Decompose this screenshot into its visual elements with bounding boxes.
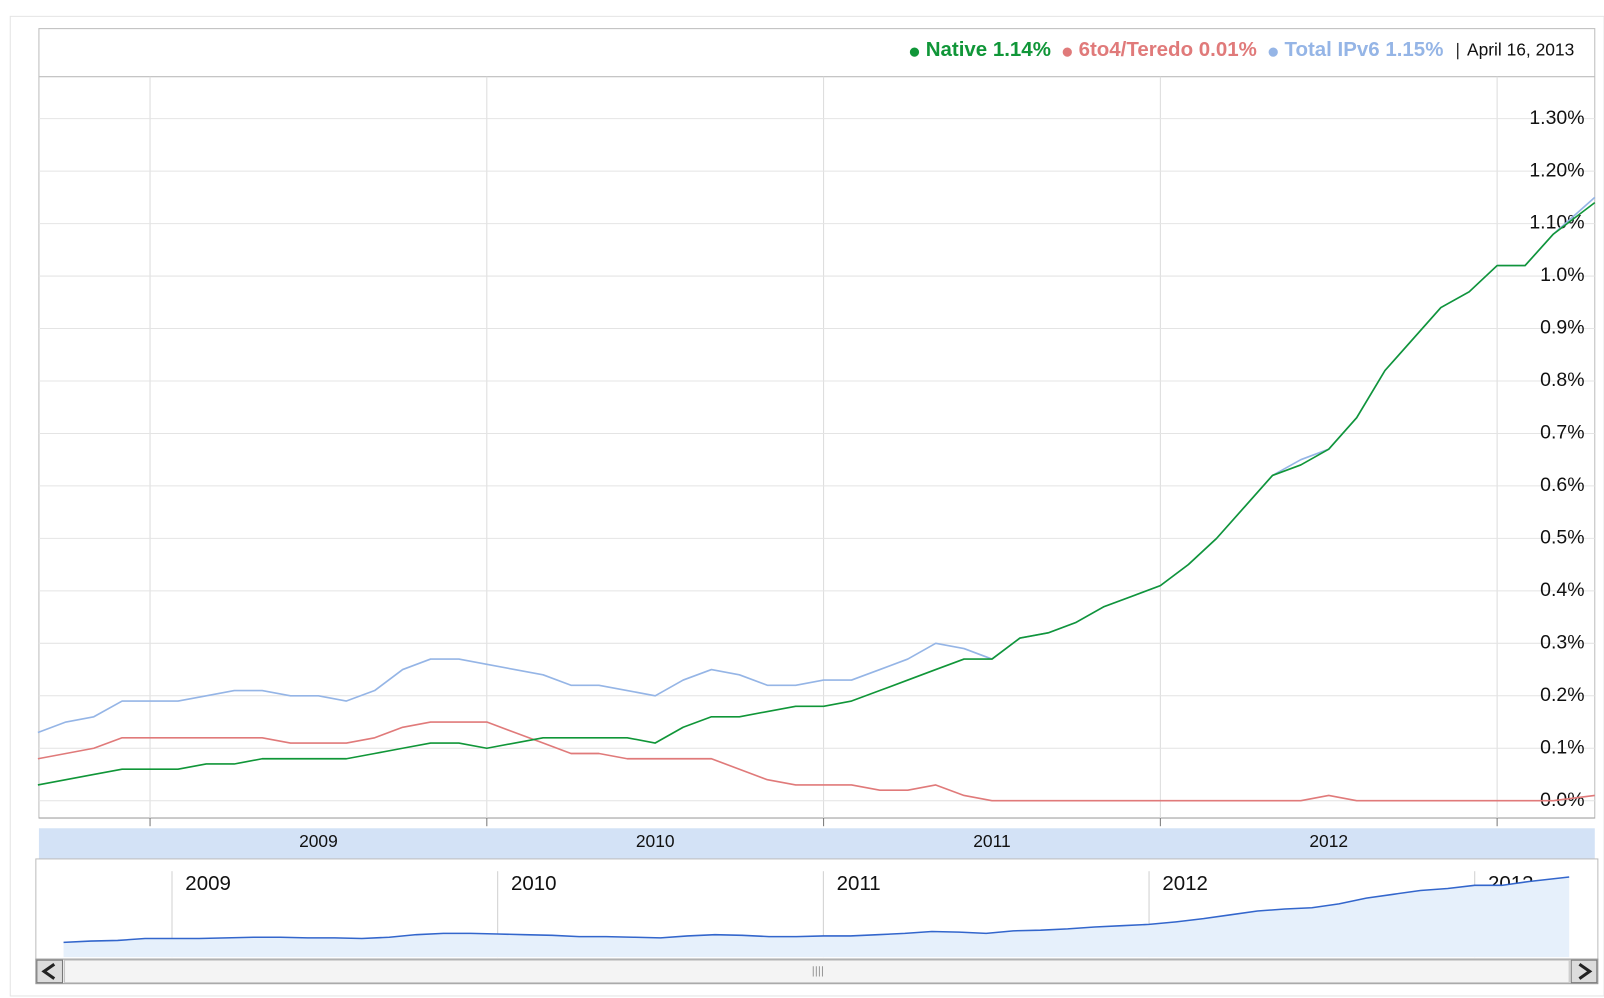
y-tick-label: 0.6%	[1540, 474, 1584, 496]
navigator-tick-label: 2009	[185, 872, 231, 895]
navigator-tick-label: 2011	[837, 872, 881, 895]
y-tick-label: 1.10%	[1529, 212, 1584, 234]
legend: April 16, 2013 Total IPv6 1.15% 6to4/Tered…	[909, 39, 1574, 62]
legend-value: 0.01%	[1199, 39, 1257, 62]
y-tick-label: 1.30%	[1529, 107, 1584, 129]
year-strip	[38, 828, 1595, 859]
legend-entry: 6to4/Teredo 0.01%	[1079, 39, 1257, 62]
legend-name: 6to4/Teredo	[1079, 39, 1194, 62]
y-tick-label: 0.4%	[1540, 579, 1584, 601]
y-tick-label: 0.2%	[1540, 684, 1584, 706]
legend-name: Total IPv6	[1284, 39, 1379, 62]
scroll-left-button[interactable]	[36, 959, 63, 984]
series-line	[37, 201, 1596, 786]
y-tick-label: 0.5%	[1540, 527, 1584, 549]
legend-dot	[909, 47, 920, 57]
navigator-tick-label: 2010	[511, 872, 557, 895]
x-tick-label: 2010	[636, 831, 675, 851]
x-tick-label: 2012	[1309, 831, 1348, 851]
legend-entry: Total IPv6 1.15%	[1284, 39, 1443, 62]
scroll-right-arrow	[1578, 962, 1593, 980]
scroll-grip	[812, 966, 823, 977]
legend-value: 1.15%	[1385, 39, 1443, 62]
y-tick-label: 1.20%	[1529, 159, 1584, 181]
legend-date: April 16, 2013	[1467, 40, 1574, 60]
scroll-right-button[interactable]	[1570, 959, 1598, 984]
navigator-line	[63, 876, 1570, 944]
y-tick-label: 0.1%	[1540, 736, 1584, 758]
legend-dot	[1062, 47, 1072, 57]
y-tick-label: 0.3%	[1540, 631, 1584, 653]
series-line	[37, 721, 1595, 802]
legend-value: 1.14%	[993, 39, 1051, 62]
legend-dot	[1268, 47, 1278, 57]
y-tick-label: 0.9%	[1540, 317, 1584, 339]
plot-frame	[38, 28, 1596, 819]
navigator-tick-label: 2012	[1162, 872, 1208, 895]
legend-entry: Native 1.14%	[926, 39, 1051, 62]
scroll-left-arrow	[41, 962, 56, 980]
x-tick-label: 2011	[973, 831, 1010, 851]
navigator-area	[63, 877, 1570, 958]
y-tick-label: 1.0%	[1540, 264, 1584, 286]
x-tick-label: 2009	[299, 831, 338, 851]
y-tick-label: 0.8%	[1540, 369, 1584, 391]
y-tick-label: 0.7%	[1540, 422, 1584, 444]
legend-name: Native	[926, 39, 987, 62]
